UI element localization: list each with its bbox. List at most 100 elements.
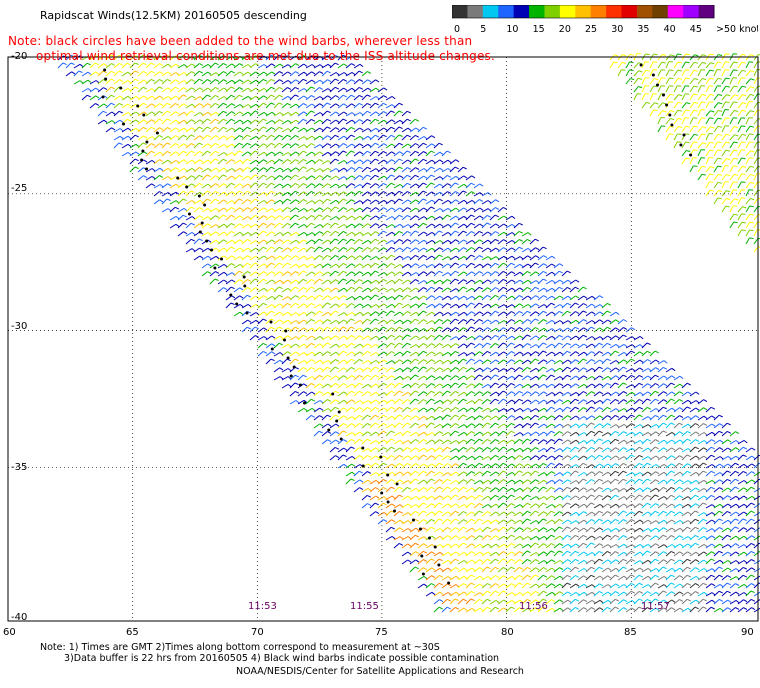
- wind-barb-flag: [278, 134, 284, 138]
- wind-barb-flag: [199, 247, 204, 251]
- wind-barb-flag: [159, 63, 164, 67]
- wind-barb: [585, 336, 593, 341]
- wind-barb-flag: [295, 143, 300, 147]
- wind-barb-flag: [335, 327, 340, 330]
- wind-barb: [425, 327, 432, 333]
- wind-barb: [273, 294, 280, 301]
- wind-barb: [249, 135, 257, 141]
- wind-barb: [329, 103, 336, 109]
- wind-barb-flag: [207, 183, 212, 188]
- wind-barb-flag: [175, 143, 180, 146]
- wind-barb-flag: [247, 71, 252, 75]
- wind-barb: [369, 150, 376, 157]
- wind-barb-flag: [295, 255, 300, 259]
- wind-barb-flag: [359, 414, 364, 418]
- wind-barb-flag: [271, 351, 276, 355]
- wind-barb-flag: [310, 302, 316, 306]
- wind-barb: [689, 141, 694, 149]
- wind-barb: [689, 134, 695, 141]
- wind-barb: [353, 439, 360, 445]
- wind-barb-flag: [327, 360, 332, 364]
- wind-barb: [345, 71, 353, 77]
- wind-barb: [393, 151, 400, 157]
- wind-barb: [185, 200, 193, 205]
- wind-barb: [161, 142, 168, 149]
- wind-barb-flag: [182, 150, 187, 154]
- wind-barb: [241, 262, 248, 269]
- wind-barb: [465, 279, 473, 285]
- wind-barb-flag: [463, 424, 468, 428]
- wind-barb: [545, 302, 552, 309]
- wind-barb-flag: [215, 111, 220, 116]
- wind-barb-flag: [703, 440, 708, 444]
- wind-barb: [273, 367, 280, 373]
- wind-barb: [369, 256, 377, 261]
- wind-barb: [209, 224, 217, 229]
- wind-barb: [665, 118, 671, 125]
- wind-barb-flag: [247, 255, 252, 259]
- wind-barb-flag: [351, 303, 356, 306]
- wind-barb: [729, 85, 735, 93]
- wind-barb-flag: [302, 270, 307, 274]
- wind-barb-flag: [142, 54, 147, 58]
- wind-barb: [265, 63, 272, 69]
- wind-barb: [297, 391, 304, 397]
- wind-barb: [473, 351, 480, 357]
- wind-barb-flag: [302, 334, 307, 338]
- wind-barb-flag: [319, 336, 324, 340]
- wind-barb-flag: [366, 214, 371, 218]
- wind-barb: [273, 335, 281, 341]
- wind-barb: [257, 327, 264, 333]
- wind-barb-flag: [439, 183, 444, 187]
- wind-barb: [337, 263, 344, 269]
- wind-barb-flag: [303, 399, 308, 404]
- wind-barb-flag: [439, 415, 444, 420]
- wind-barb-flag: [551, 271, 556, 276]
- wind-barb: [521, 304, 529, 309]
- wind-barb-flag: [382, 326, 387, 330]
- wind-barb-flag: [535, 431, 540, 435]
- wind-barb-flag: [326, 230, 331, 234]
- wind-barb: [361, 343, 368, 349]
- wind-barb-flag: [631, 374, 636, 378]
- wind-barb: [497, 255, 505, 261]
- wind-barb: [257, 287, 265, 293]
- wind-barb-flag: [647, 383, 652, 387]
- wind-barb-flag: [391, 360, 396, 364]
- wind-barb: [161, 198, 168, 205]
- wind-barb: [433, 183, 441, 189]
- wind-barb-flag: [199, 112, 204, 116]
- wind-barb-flag: [725, 85, 730, 88]
- wind-barb-flag: [127, 71, 132, 75]
- wind-barb: [681, 93, 686, 101]
- wind-barb: [321, 439, 328, 445]
- wind-barb: [265, 86, 272, 93]
- wind-barb-flag: [263, 112, 268, 116]
- wind-barb-flag: [271, 208, 276, 212]
- wind-barb: [441, 263, 448, 269]
- wind-barb-flag: [679, 383, 684, 387]
- wind-barb: [737, 117, 742, 125]
- wind-barb: [545, 439, 552, 445]
- wind-barb-flag: [190, 110, 195, 114]
- wind-barb: [329, 319, 337, 325]
- wind-barb-flag: [343, 295, 348, 299]
- wind-barb-flag: [271, 231, 276, 235]
- wind-barb-flag: [495, 367, 500, 371]
- wind-barb-flag: [462, 230, 467, 234]
- wind-barb: [281, 296, 289, 301]
- wind-barb-flag: [519, 295, 524, 298]
- wind-barb: [433, 167, 441, 173]
- wind-barb-flag: [519, 327, 524, 330]
- wind-barb: [377, 303, 384, 309]
- wind-barb-flag: [334, 446, 340, 450]
- wind-barb-flag: [351, 247, 356, 251]
- wind-barb: [457, 295, 465, 301]
- wind-barb-flag: [503, 206, 508, 210]
- wind-barb: [377, 407, 384, 413]
- wind-barb: [185, 231, 193, 237]
- wind-barb-flag: [527, 279, 532, 284]
- wind-barb: [393, 223, 401, 229]
- wind-barb: [209, 143, 216, 149]
- wind-barb: [297, 111, 304, 117]
